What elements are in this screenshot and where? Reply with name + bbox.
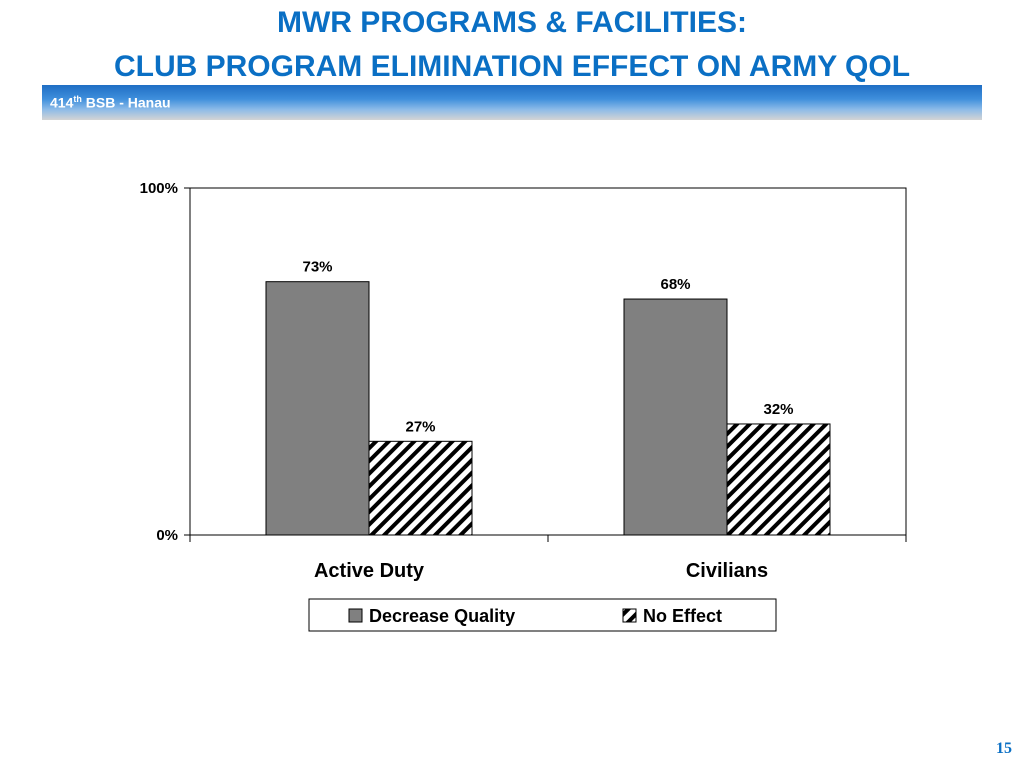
bar-no-effect — [368, 440, 473, 536]
bar-decrease-quality — [265, 281, 370, 536]
page-title-line-2: CLUB PROGRAM ELIMINATION EFFECT ON ARMY … — [113, 50, 911, 83]
category-label: Active Duty — [314, 560, 425, 582]
subtitle-text: BSB - Hanau — [81, 94, 171, 111]
data-label: 32% — [763, 401, 793, 418]
page-title-line-1: MWR PROGRAMS & FACILITIES: — [277, 6, 747, 39]
legend-swatch-decrease-quality — [348, 608, 363, 623]
y-tick-label: 0% — [156, 527, 178, 544]
header-banner: 414th BSB - Hanau — [42, 85, 982, 120]
page-number: 15 — [996, 740, 1012, 757]
bar-decrease-quality — [623, 298, 728, 536]
subtitle-number: 414 — [50, 94, 74, 111]
subtitle-superscript: th — [73, 94, 82, 104]
subtitle: 414th BSB - Hanau — [50, 94, 171, 111]
category-label: Civilians — [686, 560, 768, 582]
legend-label: Decrease Quality — [369, 606, 515, 626]
legend-swatch-no-effect — [622, 608, 637, 623]
data-label: 73% — [302, 259, 332, 276]
legend-box — [308, 598, 777, 632]
data-label: 27% — [405, 418, 435, 435]
legend-label: No Effect — [643, 606, 722, 626]
data-label: 68% — [660, 276, 690, 293]
y-tick-label: 100% — [140, 180, 178, 197]
bar-no-effect — [726, 423, 831, 536]
